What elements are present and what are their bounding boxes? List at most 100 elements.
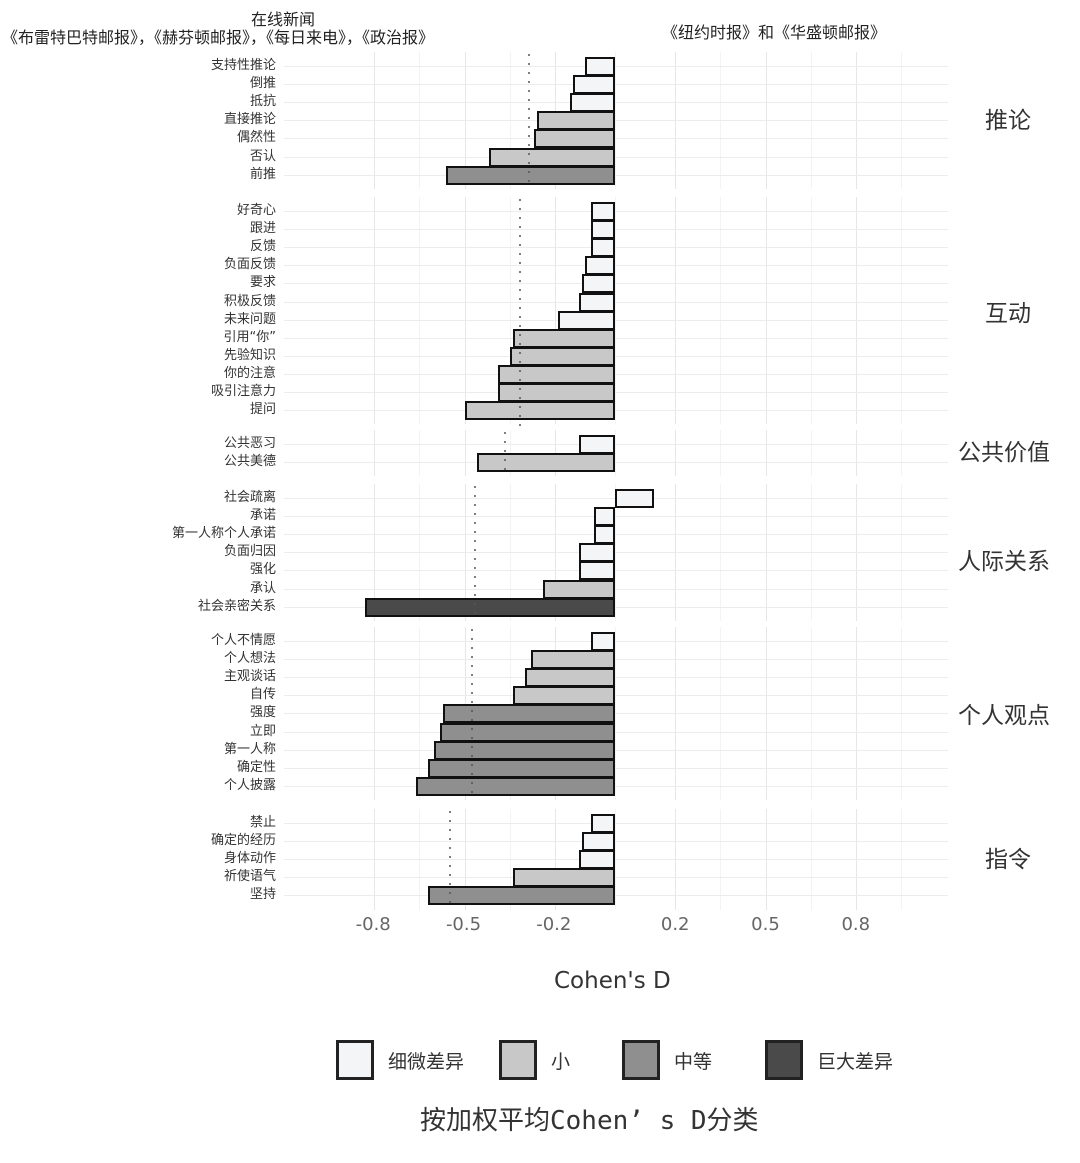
- mean-line-dot: [449, 820, 452, 822]
- gridline-vertical: [374, 430, 376, 477]
- bar: [578, 543, 615, 563]
- header-right-sources: 《纽约时报》和《华盛顿邮报》: [662, 23, 887, 42]
- legend-swatch-small: [499, 1040, 537, 1080]
- gridline-vertical: [419, 430, 421, 477]
- gridline-horizontal: [284, 462, 948, 464]
- bar: [593, 507, 615, 527]
- legend-item-negligible: 细微差异: [336, 1037, 464, 1083]
- legend-label: 细微差异: [388, 1050, 465, 1073]
- facet-label: 个人观点: [958, 703, 1050, 729]
- facet-panel: [284, 627, 948, 800]
- mean-line-dot: [473, 594, 476, 596]
- gridline-horizontal: [284, 174, 948, 176]
- mean-line-dot: [527, 162, 530, 164]
- mean-line-dot: [473, 531, 476, 533]
- category-label: 第一人称: [223, 741, 276, 757]
- x-tick-label: -0.8: [355, 914, 391, 935]
- category-label: 社会亲密关系: [197, 598, 276, 614]
- gridline-horizontal: [284, 677, 948, 679]
- bar: [509, 346, 615, 366]
- bar: [584, 57, 615, 77]
- mean-line-dot: [449, 838, 452, 840]
- bar: [615, 489, 655, 509]
- bar: [581, 832, 615, 852]
- mean-line-dot: [518, 397, 521, 399]
- gridline-vertical: [675, 430, 677, 477]
- gridline-horizontal: [284, 695, 948, 697]
- category-label: 承诺: [249, 508, 276, 524]
- mean-line-dot: [518, 424, 521, 426]
- gridline-horizontal: [284, 641, 948, 643]
- mean-line-dot: [473, 540, 476, 542]
- category-label: 吸引注意力: [210, 384, 276, 400]
- mean-line-dot: [518, 361, 521, 363]
- facet-panel: [284, 484, 948, 621]
- mean-line-dot: [527, 180, 530, 182]
- bar: [512, 868, 615, 888]
- bar: [533, 129, 615, 149]
- mean-line-dot: [470, 737, 473, 739]
- gridline-vertical: [720, 430, 722, 477]
- mean-line-dot: [518, 316, 521, 318]
- legend-label: 巨大差异: [817, 1050, 894, 1073]
- mean-line-dot: [449, 847, 452, 849]
- mean-line-dot: [470, 710, 473, 712]
- category-label: 抵抗: [249, 94, 276, 110]
- mean-line-dot: [518, 334, 521, 336]
- x-axis-label: Cohen's D: [554, 968, 671, 994]
- bar: [590, 814, 615, 834]
- gridline-horizontal: [284, 823, 948, 825]
- mean-line-dot: [503, 432, 506, 434]
- legend-swatch-medium: [622, 1040, 660, 1080]
- mean-line-dot: [473, 495, 476, 497]
- bar: [578, 850, 615, 870]
- mean-line-dot: [518, 253, 521, 255]
- legend-swatch-negligible: [336, 1040, 374, 1080]
- gridline-vertical: [900, 197, 902, 425]
- gridline-horizontal: [284, 534, 948, 536]
- mean-line-dot: [473, 504, 476, 506]
- gridline-horizontal: [284, 66, 948, 68]
- bar: [578, 561, 615, 581]
- mean-line-dot: [518, 343, 521, 345]
- category-label: 个人想法: [223, 651, 276, 667]
- facet-label: 公共价值: [958, 440, 1050, 466]
- bar: [440, 722, 615, 742]
- gridline-vertical: [855, 430, 857, 477]
- bar: [590, 632, 615, 652]
- mean-line-dot: [527, 144, 530, 146]
- mean-line-dot: [473, 522, 476, 524]
- mean-line-dot: [518, 379, 521, 381]
- bar: [590, 202, 615, 222]
- bar: [416, 776, 615, 796]
- bar: [428, 886, 615, 906]
- gridline-horizontal: [284, 283, 948, 285]
- category-label: 祈使语气: [223, 869, 276, 885]
- gridline-vertical: [765, 197, 767, 425]
- mean-line-dot: [470, 773, 473, 775]
- bar: [497, 383, 615, 403]
- x-tick-label: 0.2: [660, 914, 690, 935]
- gridline-horizontal: [284, 265, 948, 267]
- mean-line-dot: [449, 883, 452, 885]
- mean-line-dot: [470, 782, 473, 784]
- gridline-horizontal: [284, 84, 948, 86]
- legend-label: 中等: [674, 1050, 713, 1073]
- legend-item-large: 巨大差异: [765, 1037, 893, 1083]
- mean-line-dot: [518, 217, 521, 219]
- bar: [512, 328, 615, 348]
- gridline-horizontal: [284, 247, 948, 249]
- bar: [536, 111, 615, 131]
- bar: [590, 220, 615, 240]
- category-label: 引用“你”: [223, 329, 276, 345]
- category-label: 确定性: [236, 759, 276, 775]
- gridline-horizontal: [284, 731, 948, 733]
- mean-line-dot: [527, 153, 530, 155]
- gridline-vertical: [419, 197, 421, 425]
- gridline-horizontal: [284, 767, 948, 769]
- bar: [476, 453, 615, 473]
- category-label: 提问: [249, 402, 276, 418]
- mean-line-dot: [473, 603, 476, 605]
- gridline-horizontal: [284, 355, 948, 357]
- category-label: 身体动作: [223, 851, 276, 867]
